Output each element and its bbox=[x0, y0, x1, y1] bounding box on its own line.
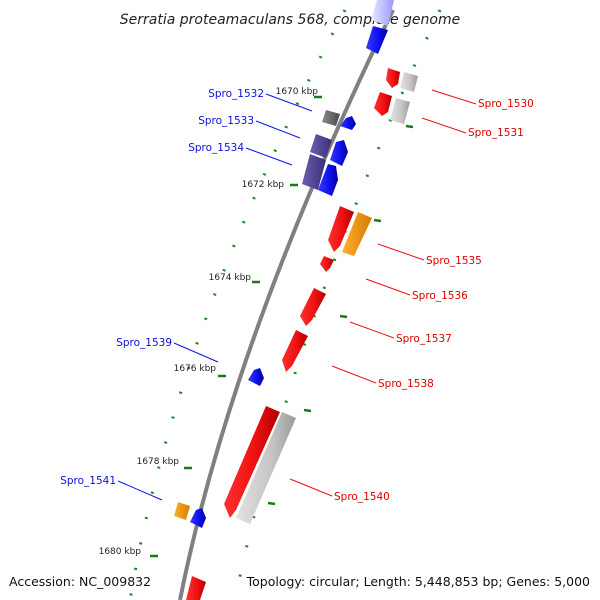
ortholog-bar-1534 bbox=[302, 154, 326, 190]
tick-label: 1676 kbp bbox=[174, 364, 217, 374]
gene-label-spro-1539[interactable]: Spro_1539 bbox=[116, 337, 172, 349]
gene-label-spro-1530[interactable]: Spro_1530 bbox=[478, 98, 534, 110]
gene-bottom-partial bbox=[186, 576, 206, 600]
gene-spro-1535-rna bbox=[342, 212, 372, 256]
leader-lines-reverse bbox=[117, 93, 313, 501]
tick-mark bbox=[373, 218, 382, 223]
ortholog-bar-1530 bbox=[400, 72, 418, 92]
tick-mark bbox=[339, 314, 348, 319]
gene-label-spro-1537[interactable]: Spro_1537 bbox=[396, 333, 452, 345]
tick-mark bbox=[267, 501, 276, 506]
reverse-gene-partial-top-2 bbox=[366, 26, 388, 54]
gene-spro-1540[interactable] bbox=[224, 406, 280, 518]
gene-spro-1534[interactable] bbox=[318, 164, 338, 196]
tick-marks bbox=[150, 95, 414, 558]
gene-label-spro-1531[interactable]: Spro_1531 bbox=[468, 127, 524, 139]
reverse-gene-partial-top bbox=[371, 0, 394, 26]
gene-spro-1536[interactable] bbox=[320, 256, 334, 272]
ortholog-bar-1540 bbox=[236, 412, 296, 524]
gene-label-spro-1538[interactable]: Spro_1538 bbox=[378, 378, 434, 390]
gene-spro-1537[interactable] bbox=[300, 288, 326, 326]
gene-spro-1538[interactable] bbox=[282, 330, 308, 372]
ortholog-bar-1533 bbox=[310, 134, 332, 158]
gene-label-spro-1540[interactable]: Spro_1540 bbox=[334, 491, 390, 503]
tick-mark bbox=[303, 408, 312, 413]
gene-spro-1533[interactable] bbox=[330, 140, 348, 166]
gene-label-spro-1533[interactable]: Spro_1533 bbox=[198, 115, 254, 127]
gene-label-spro-1535[interactable]: Spro_1535 bbox=[426, 255, 482, 267]
gene-spro-1530[interactable] bbox=[386, 68, 400, 88]
gene-spro-1541[interactable] bbox=[190, 508, 206, 528]
tick-mark bbox=[405, 124, 414, 129]
tick-label: 1678 kbp bbox=[137, 457, 180, 467]
tick-label: 1680 kbp bbox=[99, 547, 142, 557]
gene-spro-1532[interactable] bbox=[340, 116, 356, 130]
gene-label-spro-1532[interactable]: Spro_1532 bbox=[208, 88, 264, 100]
map-title: Serratia proteamaculans 568, complete ge… bbox=[120, 12, 460, 28]
ortholog-bar-1531 bbox=[390, 98, 410, 124]
gene-label-spro-1541[interactable]: Spro_1541 bbox=[60, 475, 116, 487]
leader-lines-forward bbox=[289, 89, 477, 497]
accession-text: Accession: NC_009832 bbox=[9, 574, 151, 589]
gene-label-spro-1536[interactable]: Spro_1536 bbox=[412, 290, 468, 302]
gene-spro-1531[interactable] bbox=[374, 92, 392, 116]
ortholog-bar-1532 bbox=[322, 110, 340, 126]
tick-label: 1670 kbp bbox=[276, 87, 319, 97]
gene-spro-1539[interactable] bbox=[248, 368, 264, 386]
gene-label-spro-1534[interactable]: Spro_1534 bbox=[188, 142, 244, 154]
gene-spro-1541-rna bbox=[174, 502, 190, 520]
tick-label: 1672 kbp bbox=[242, 180, 285, 190]
tick-label: 1674 kbp bbox=[209, 273, 252, 283]
gene-spro-1535[interactable] bbox=[328, 206, 354, 252]
genome-summary-text: Topology: circular; Length: 5,448,853 bp… bbox=[246, 574, 590, 589]
